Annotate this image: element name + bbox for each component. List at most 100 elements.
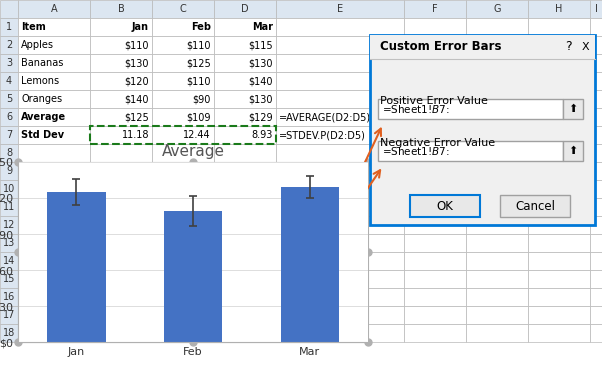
Bar <box>90 72 152 90</box>
Text: Bananas: Bananas <box>21 58 63 68</box>
Text: 6: 6 <box>6 112 12 122</box>
Bar <box>152 90 214 108</box>
Bar <box>214 144 276 162</box>
Text: Jan: Jan <box>132 22 149 32</box>
Bar <box>404 162 466 180</box>
Bar <box>404 18 466 36</box>
Bar <box>590 216 602 234</box>
Bar <box>404 54 466 72</box>
Text: $110: $110 <box>187 40 211 50</box>
Bar <box>214 252 276 270</box>
Text: 3: 3 <box>6 58 12 68</box>
Bar <box>152 0 214 18</box>
Bar <box>152 162 214 180</box>
Bar <box>0 288 18 306</box>
Bar <box>214 288 276 306</box>
Bar <box>404 306 466 324</box>
Bar <box>18 216 90 234</box>
Bar <box>590 36 602 54</box>
Text: OK: OK <box>436 200 453 212</box>
Bar <box>466 234 528 252</box>
Bar <box>590 126 602 144</box>
Bar <box>0 54 18 72</box>
Bar <box>466 108 528 126</box>
Text: I: I <box>595 4 597 14</box>
Bar <box>18 54 90 72</box>
Bar <box>90 324 152 342</box>
Bar <box>404 36 466 54</box>
Bar <box>528 162 590 180</box>
Bar <box>152 36 214 54</box>
Text: =Sheet1!$B$7:: =Sheet1!$B$7: <box>382 103 450 115</box>
Text: Average: Average <box>21 112 66 122</box>
Text: 7: 7 <box>6 130 12 140</box>
Bar <box>152 270 214 288</box>
Text: $129: $129 <box>249 112 273 122</box>
Text: C: C <box>179 4 187 14</box>
Bar <box>528 0 590 18</box>
Bar <box>0 324 18 342</box>
Bar <box>466 216 528 234</box>
Bar <box>276 72 404 90</box>
Bar <box>528 252 590 270</box>
Bar <box>276 324 404 342</box>
Text: 9: 9 <box>6 166 12 176</box>
Bar <box>276 180 404 198</box>
Bar <box>214 0 276 18</box>
Bar <box>214 198 276 216</box>
Bar <box>90 0 152 18</box>
Bar <box>0 126 18 144</box>
Bar <box>590 234 602 252</box>
Bar <box>152 288 214 306</box>
Bar <box>281 187 339 342</box>
Bar <box>0 72 18 90</box>
Bar <box>404 0 466 18</box>
Bar <box>18 18 90 36</box>
Bar <box>0 144 18 162</box>
Bar <box>528 18 590 36</box>
Bar <box>590 288 602 306</box>
Bar <box>528 234 590 252</box>
Text: $90: $90 <box>193 94 211 104</box>
Text: B: B <box>117 4 125 14</box>
Bar <box>214 270 276 288</box>
Bar <box>528 36 590 54</box>
Bar <box>214 108 276 126</box>
Bar <box>90 144 152 162</box>
Text: $140: $140 <box>125 94 149 104</box>
Bar <box>214 234 276 252</box>
Text: A: A <box>51 4 57 14</box>
Title: Average: Average <box>161 144 225 160</box>
Bar <box>90 234 152 252</box>
Bar <box>90 18 152 36</box>
Bar <box>404 144 466 162</box>
Text: =AVERAGE(D2:D5): =AVERAGE(D2:D5) <box>279 112 371 122</box>
Text: Negative Error Value: Negative Error Value <box>380 138 495 148</box>
Bar <box>18 306 90 324</box>
Bar <box>214 36 276 54</box>
Bar <box>90 216 152 234</box>
Bar <box>404 234 466 252</box>
Bar <box>152 234 214 252</box>
Bar <box>152 216 214 234</box>
Bar <box>18 234 90 252</box>
Bar <box>0 18 18 36</box>
Text: 16: 16 <box>3 292 15 302</box>
Bar <box>18 180 90 198</box>
Bar <box>404 216 466 234</box>
Bar <box>528 180 590 198</box>
Bar <box>590 270 602 288</box>
Bar <box>466 126 528 144</box>
Bar <box>466 72 528 90</box>
Text: 2: 2 <box>6 40 12 50</box>
Text: $110: $110 <box>187 76 211 86</box>
Bar <box>276 234 404 252</box>
Bar <box>47 192 105 342</box>
Text: $140: $140 <box>249 76 273 86</box>
Bar <box>276 126 404 144</box>
Text: D: D <box>241 4 249 14</box>
Bar <box>590 108 602 126</box>
Bar <box>90 126 276 144</box>
Bar <box>590 198 602 216</box>
Text: $115: $115 <box>249 40 273 50</box>
